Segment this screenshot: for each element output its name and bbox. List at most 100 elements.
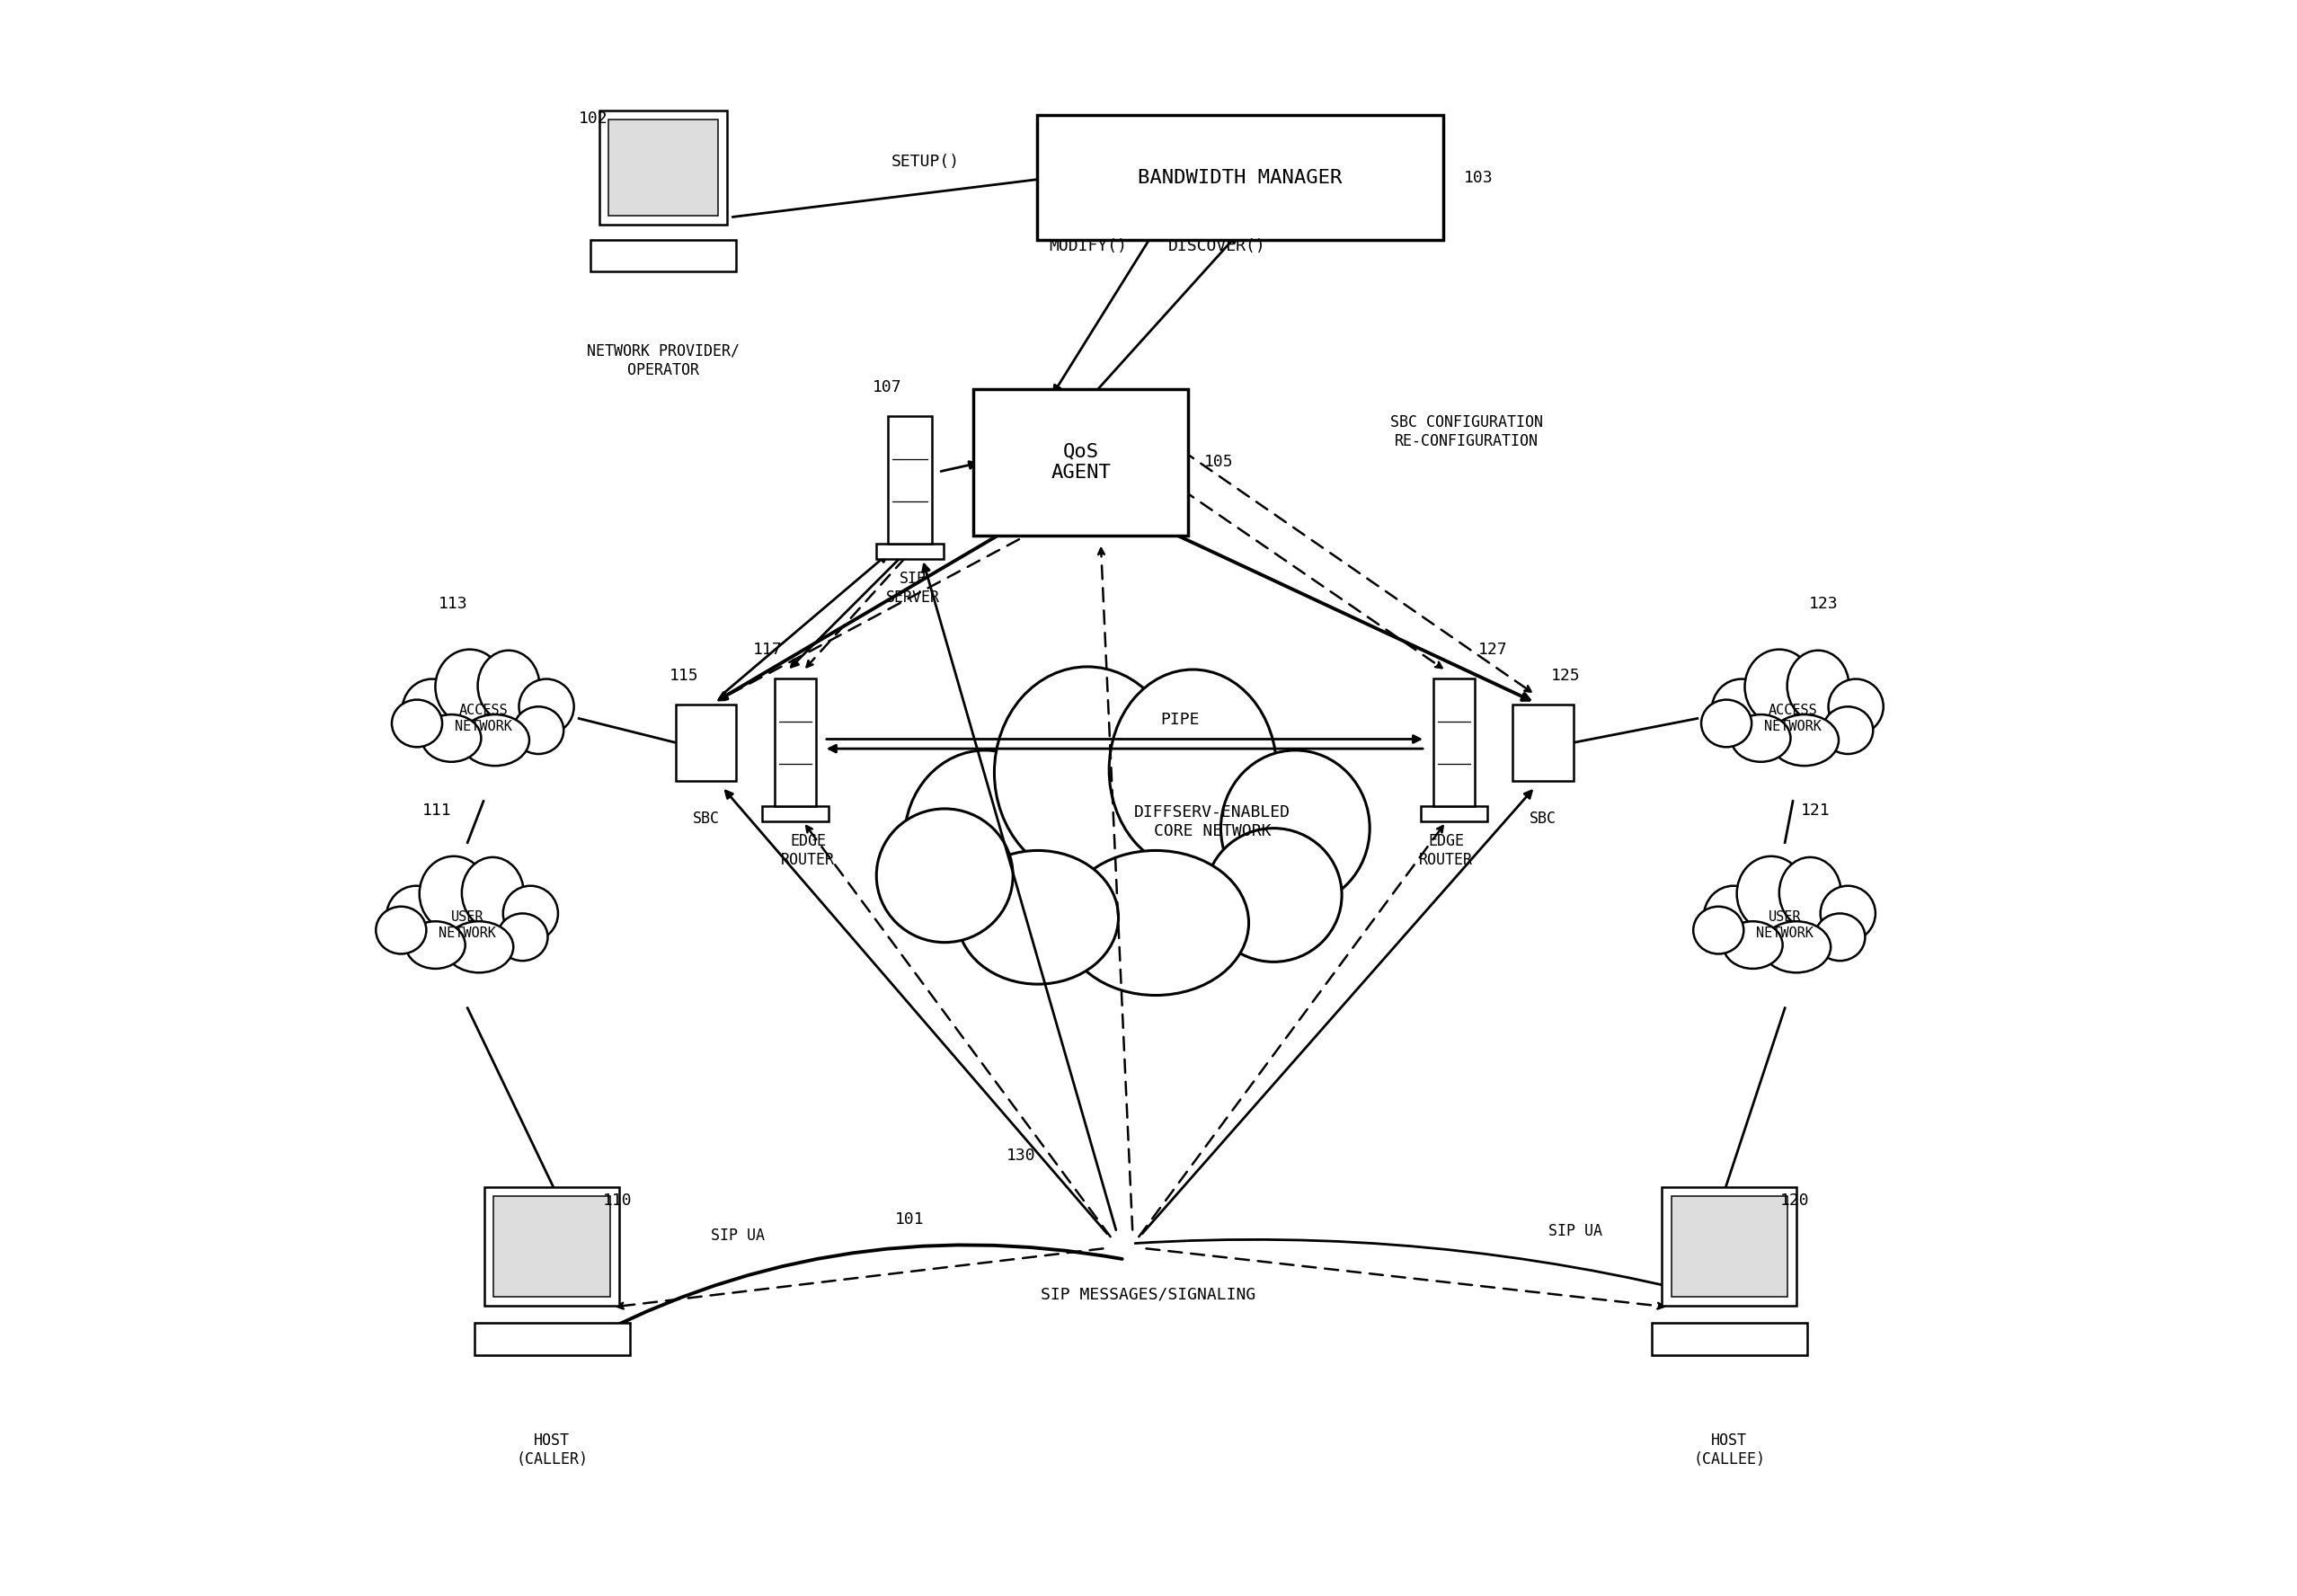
Ellipse shape <box>905 750 1066 929</box>
FancyBboxPatch shape <box>1422 806 1486 822</box>
Text: 117: 117 <box>753 642 783 658</box>
Ellipse shape <box>393 699 443 747</box>
Ellipse shape <box>512 707 563 753</box>
Ellipse shape <box>1064 851 1250 996</box>
Text: 123: 123 <box>1808 595 1838 611</box>
Ellipse shape <box>436 650 503 725</box>
FancyArrowPatch shape <box>719 528 1038 701</box>
Ellipse shape <box>1702 699 1753 747</box>
Text: SETUP(): SETUP() <box>891 153 960 169</box>
Ellipse shape <box>1206 828 1341 962</box>
Text: QoS
AGENT: QoS AGENT <box>1050 442 1112 482</box>
FancyArrowPatch shape <box>1093 236 1236 396</box>
Text: SIP
SERVER: SIP SERVER <box>887 570 939 605</box>
FancyBboxPatch shape <box>774 678 815 806</box>
Text: 102: 102 <box>579 110 606 126</box>
Text: NETWORK PROVIDER/
OPERATOR: NETWORK PROVIDER/ OPERATOR <box>586 343 740 378</box>
Text: MODIFY(): MODIFY() <box>1050 238 1128 254</box>
Text: 115: 115 <box>668 667 698 683</box>
Ellipse shape <box>1220 750 1369 907</box>
Ellipse shape <box>1780 857 1842 929</box>
Ellipse shape <box>1732 715 1792 761</box>
Text: HOST
(CALLEE): HOST (CALLEE) <box>1693 1433 1764 1468</box>
Text: 127: 127 <box>1477 642 1507 658</box>
Text: DISCOVER(): DISCOVER() <box>1169 238 1266 254</box>
Text: SIP UA: SIP UA <box>1548 1223 1601 1238</box>
Text: SIP UA: SIP UA <box>712 1227 765 1243</box>
FancyArrowPatch shape <box>1146 1248 1663 1309</box>
Ellipse shape <box>420 855 489 930</box>
Text: DIFFSERV-ENABLED
CORE NETWORK: DIFFSERV-ENABLED CORE NETWORK <box>1135 804 1291 839</box>
Text: ACCESS
NETWORK: ACCESS NETWORK <box>455 704 512 733</box>
Ellipse shape <box>1815 913 1865 961</box>
Ellipse shape <box>1787 651 1849 721</box>
FancyBboxPatch shape <box>887 417 933 544</box>
Ellipse shape <box>1704 886 1764 950</box>
Text: EDGE
ROUTER: EDGE ROUTER <box>1420 833 1472 868</box>
Ellipse shape <box>995 667 1181 878</box>
FancyBboxPatch shape <box>763 806 829 822</box>
Text: 103: 103 <box>1463 169 1493 185</box>
Text: SIP MESSAGES/SIGNALING: SIP MESSAGES/SIGNALING <box>1041 1286 1256 1302</box>
FancyArrowPatch shape <box>1162 528 1530 701</box>
FancyBboxPatch shape <box>494 1197 611 1296</box>
Ellipse shape <box>1693 907 1743 954</box>
FancyArrowPatch shape <box>1183 450 1532 691</box>
FancyBboxPatch shape <box>485 1187 620 1306</box>
Text: 105: 105 <box>1204 455 1233 471</box>
Text: 120: 120 <box>1780 1192 1810 1208</box>
Text: 101: 101 <box>896 1211 923 1227</box>
Text: BANDWIDTH MANAGER: BANDWIDTH MANAGER <box>1137 169 1341 187</box>
FancyArrowPatch shape <box>790 559 900 667</box>
Ellipse shape <box>478 651 540 721</box>
Text: PIPE: PIPE <box>1160 712 1199 728</box>
Ellipse shape <box>1822 707 1872 753</box>
Text: 125: 125 <box>1550 667 1580 683</box>
FancyArrowPatch shape <box>829 745 1422 752</box>
FancyBboxPatch shape <box>590 239 737 271</box>
Ellipse shape <box>498 913 547 961</box>
FancyBboxPatch shape <box>1672 1197 1787 1296</box>
Ellipse shape <box>462 857 524 929</box>
Text: 110: 110 <box>602 1192 632 1208</box>
Text: USER
NETWORK: USER NETWORK <box>1757 911 1815 940</box>
Ellipse shape <box>1109 670 1277 870</box>
Ellipse shape <box>407 921 466 969</box>
FancyBboxPatch shape <box>877 544 944 559</box>
FancyArrowPatch shape <box>1054 233 1153 393</box>
Ellipse shape <box>1822 886 1874 942</box>
Ellipse shape <box>877 809 1013 942</box>
FancyArrowPatch shape <box>724 555 887 693</box>
Text: SBC: SBC <box>1530 811 1557 827</box>
Ellipse shape <box>1771 715 1838 766</box>
Text: SBC: SBC <box>694 811 719 827</box>
FancyArrowPatch shape <box>1098 549 1132 1231</box>
FancyBboxPatch shape <box>1038 115 1443 239</box>
FancyArrowPatch shape <box>1142 792 1532 1234</box>
FancyArrowPatch shape <box>942 461 976 471</box>
FancyArrowPatch shape <box>923 565 1116 1231</box>
FancyBboxPatch shape <box>1433 678 1475 806</box>
Ellipse shape <box>958 851 1119 985</box>
Ellipse shape <box>459 715 528 766</box>
Text: 111: 111 <box>423 803 453 819</box>
FancyBboxPatch shape <box>600 110 726 225</box>
Text: USER
NETWORK: USER NETWORK <box>439 911 496 940</box>
Text: SBC CONFIGURATION
RE-CONFIGURATION: SBC CONFIGURATION RE-CONFIGURATION <box>1390 415 1544 450</box>
FancyArrowPatch shape <box>806 559 905 667</box>
Ellipse shape <box>1711 678 1771 742</box>
Text: ACCESS
NETWORK: ACCESS NETWORK <box>1764 704 1822 733</box>
FancyBboxPatch shape <box>473 1323 629 1355</box>
Ellipse shape <box>377 907 427 954</box>
FancyBboxPatch shape <box>974 389 1188 536</box>
FancyBboxPatch shape <box>1661 1187 1796 1306</box>
Ellipse shape <box>503 886 558 942</box>
Text: 107: 107 <box>873 380 903 396</box>
Ellipse shape <box>1762 921 1831 972</box>
Text: EDGE
ROUTER: EDGE ROUTER <box>781 833 836 868</box>
Text: 113: 113 <box>439 595 469 611</box>
Ellipse shape <box>1737 855 1805 930</box>
FancyBboxPatch shape <box>675 704 737 780</box>
Ellipse shape <box>1746 650 1815 725</box>
FancyArrowPatch shape <box>1183 490 1443 667</box>
